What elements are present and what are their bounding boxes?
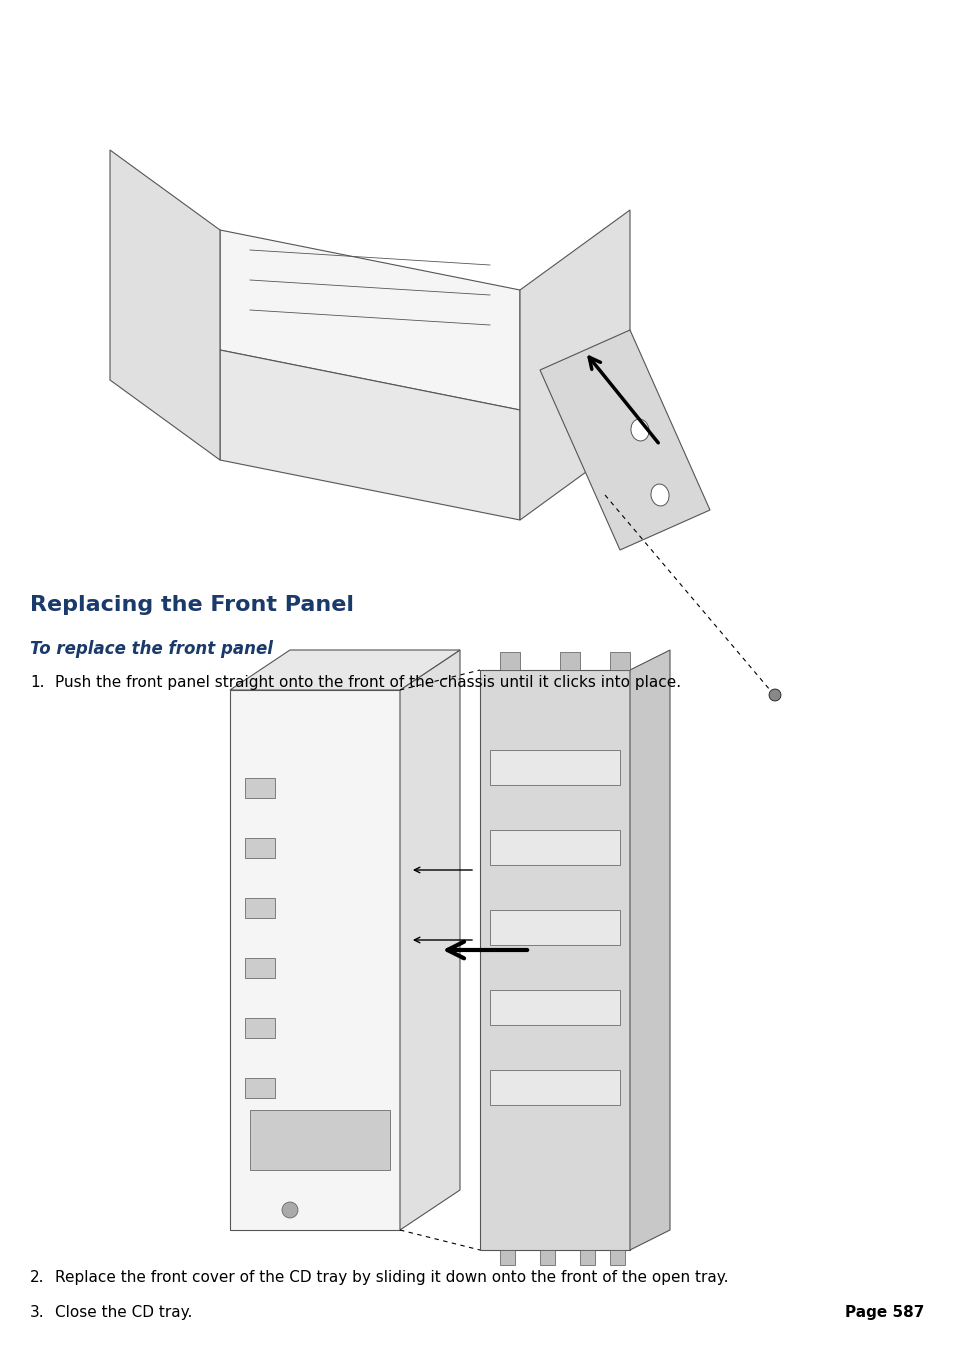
Text: Close the CD tray.: Close the CD tray. [55, 1305, 193, 1320]
Bar [609, 653, 629, 670]
Text: 1.: 1. [30, 676, 45, 690]
Text: Push the front panel straight onto the front of the chassis until it clicks into: Push the front panel straight onto the f… [55, 676, 680, 690]
Bar [245, 778, 274, 798]
Polygon shape [220, 230, 519, 409]
Bar [490, 1070, 619, 1105]
Circle shape [282, 1202, 297, 1219]
Text: To replace the front panel: To replace the front panel [30, 640, 273, 658]
Text: Replace the front cover of the CD tray by sliding it down onto the front of the : Replace the front cover of the CD tray b… [55, 1270, 728, 1285]
Bar [490, 990, 619, 1025]
Polygon shape [230, 690, 399, 1229]
Bar [245, 1019, 274, 1038]
Polygon shape [519, 209, 629, 520]
Bar [609, 1250, 624, 1265]
Bar [245, 958, 274, 978]
Bar [245, 898, 274, 917]
Polygon shape [539, 330, 709, 550]
Bar [490, 911, 619, 944]
Bar [539, 1250, 555, 1265]
Polygon shape [479, 670, 629, 1250]
Bar [499, 1250, 515, 1265]
Bar [245, 1078, 274, 1098]
Bar [490, 750, 619, 785]
Polygon shape [629, 650, 669, 1250]
Text: Replacing the Front Panel: Replacing the Front Panel [30, 594, 354, 615]
Ellipse shape [650, 484, 668, 505]
Bar [579, 1250, 595, 1265]
Circle shape [768, 689, 781, 701]
Text: 2.: 2. [30, 1270, 45, 1285]
Bar [499, 653, 519, 670]
Bar [559, 653, 579, 670]
Text: Page 587: Page 587 [843, 1305, 923, 1320]
Polygon shape [399, 650, 459, 1229]
Ellipse shape [630, 419, 648, 440]
Polygon shape [110, 150, 220, 459]
Bar [250, 1111, 390, 1170]
Polygon shape [230, 650, 459, 690]
Polygon shape [220, 350, 519, 520]
Bar [490, 830, 619, 865]
Bar [245, 838, 274, 858]
Text: 3.: 3. [30, 1305, 45, 1320]
